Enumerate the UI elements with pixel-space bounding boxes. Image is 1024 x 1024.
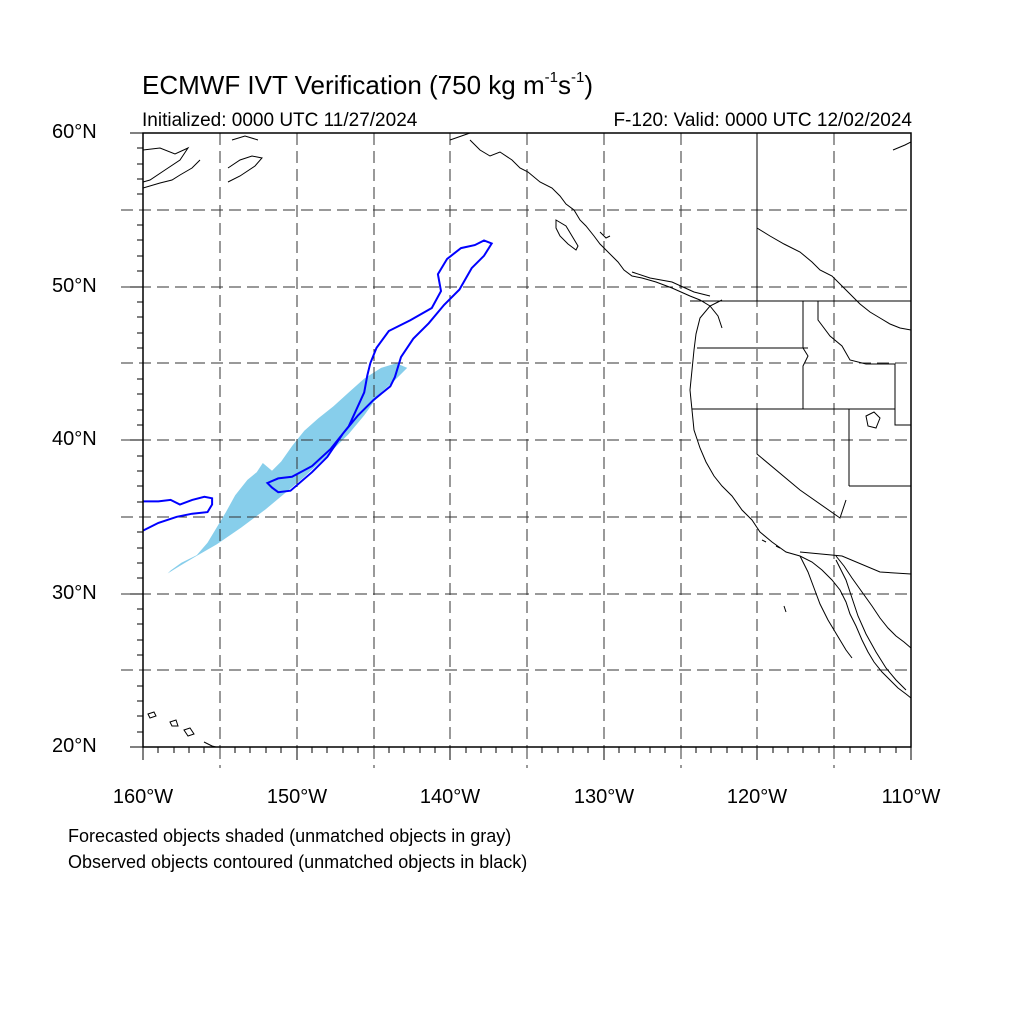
valid-time-label: F-120: Valid: 0000 UTC 12/02/2024 <box>613 110 912 131</box>
lon-label-130w: 130°W <box>573 786 635 808</box>
lon-label-160w: 160°W <box>112 786 174 808</box>
forecast-object <box>167 363 408 574</box>
lat-label-30n: 30°N <box>52 582 97 604</box>
axis-ticks <box>130 132 912 760</box>
initialized-label: Initialized: 0000 UTC 11/27/2024 <box>142 110 418 131</box>
state-borders <box>690 133 911 575</box>
lat-lon-grid <box>121 133 911 768</box>
lat-label-60n: 60°N <box>52 121 97 143</box>
coastlines <box>143 133 911 747</box>
observed-object-contour-west <box>143 495 214 532</box>
lat-label-20n: 20°N <box>52 735 97 757</box>
lon-label-140w: 140°W <box>419 786 481 808</box>
lat-label-40n: 40°N <box>52 428 97 450</box>
observed-legend-note: Observed objects contoured (unmatched ob… <box>68 852 528 872</box>
lat-label-50n: 50°N <box>52 275 97 297</box>
observed-object-contour <box>265 239 494 494</box>
lon-label-120w: 120°W <box>726 786 788 808</box>
map-title: ECMWF IVT Verification (750 kg m-1s-1) <box>142 69 593 100</box>
lon-label-150w: 150°W <box>266 786 328 808</box>
lon-label-110w: 110°W <box>881 786 941 808</box>
forecast-legend-note: Forecasted objects shaded (unmatched obj… <box>68 826 512 846</box>
